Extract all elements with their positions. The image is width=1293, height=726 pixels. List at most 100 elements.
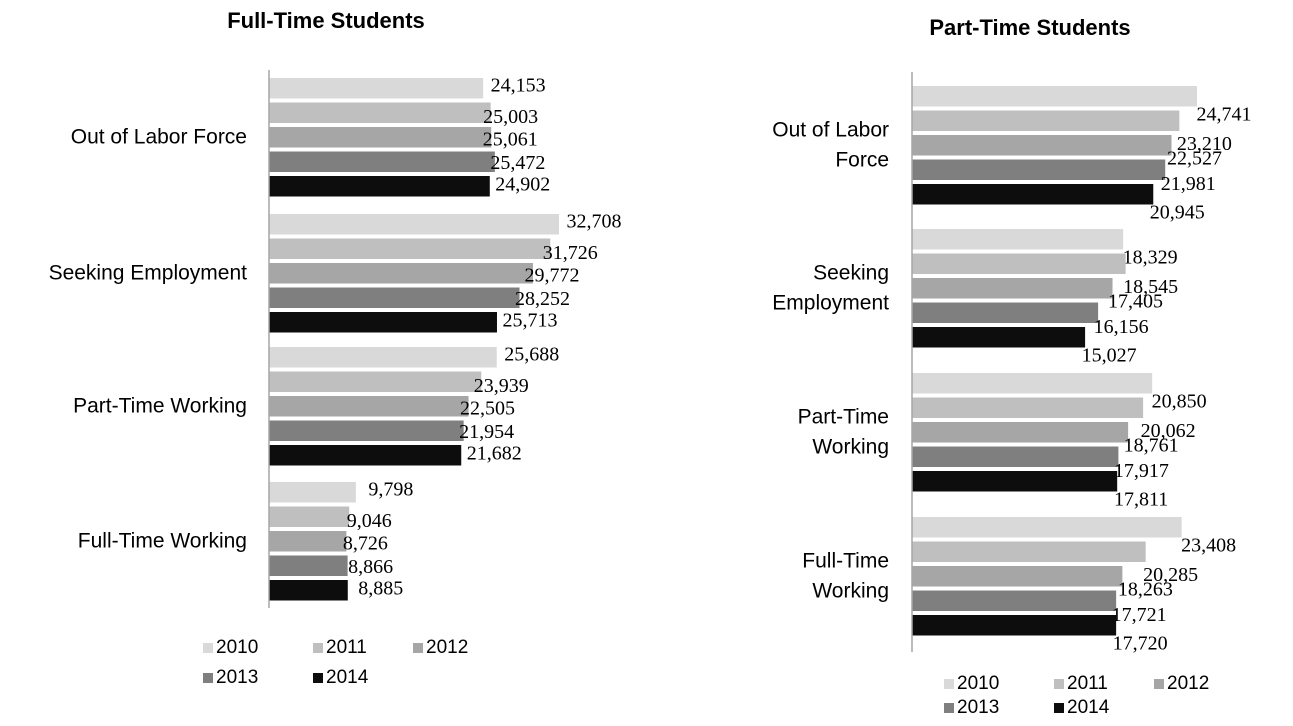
legend-swatch [413, 643, 423, 653]
data-label: 24,902 [495, 174, 550, 196]
bar [269, 127, 491, 148]
legend-entry: 2014 [1067, 697, 1110, 718]
legend-swatch [313, 643, 323, 653]
category-label: Full-Time Working [802, 549, 889, 602]
legend-entry: 2010 [957, 673, 999, 694]
data-label: 8,726 [343, 533, 388, 555]
legend-swatch [1054, 703, 1064, 713]
data-label: 17,917 [1114, 460, 1169, 482]
bar [912, 86, 1197, 107]
bar [269, 507, 349, 528]
bar [269, 396, 469, 417]
bar [912, 591, 1116, 612]
category-label-line: Full-Time Working [78, 529, 247, 552]
category-label: Seeking Employment [49, 261, 248, 284]
data-label: 24,153 [491, 75, 546, 97]
chart-title: Full-Time Students [227, 8, 425, 33]
data-label: 18,263 [1118, 579, 1173, 601]
data-label: 25,688 [504, 344, 559, 366]
category-label-line: Seeking [813, 261, 889, 284]
bar [912, 327, 1085, 348]
legend-entry: 2011 [1067, 673, 1108, 694]
data-label: 25,713 [502, 310, 557, 332]
data-label: 22,527 [1167, 148, 1222, 170]
legend-swatch [944, 703, 954, 713]
legend-entry: 2012 [1167, 673, 1209, 694]
data-label: 21,981 [1161, 173, 1216, 195]
chart-panel-2: Part-Time Students 24,741 18,329 20,850 23,4… [772, 15, 1251, 718]
data-label: 25,061 [483, 129, 538, 151]
bar [912, 471, 1117, 492]
data-label: 22,505 [460, 398, 515, 420]
legend-swatch [203, 643, 213, 653]
bar [912, 615, 1116, 636]
legend-entry: 2010 [216, 637, 258, 658]
bar [269, 312, 497, 333]
chart-title: Part-Time Students [929, 15, 1130, 40]
data-label: 18,761 [1124, 435, 1179, 457]
bar [269, 372, 481, 393]
legend-entry: 2014 [326, 667, 369, 688]
bar [269, 78, 483, 99]
bar [269, 421, 464, 442]
data-label: 9,798 [368, 479, 413, 501]
bar [269, 288, 519, 309]
bar [912, 447, 1118, 468]
data-label: 20,945 [1150, 202, 1205, 224]
category-label-line: Out of Labor [772, 118, 889, 141]
data-label: 31,726 [543, 242, 598, 264]
category-label-line: Part-Time Working [73, 394, 247, 417]
legend-swatch [1054, 679, 1064, 689]
category-label-line: Working [812, 435, 889, 458]
data-label: 18,329 [1123, 247, 1178, 269]
data-label: 9,046 [347, 510, 392, 532]
category-label-line: Out of Labor Force [71, 125, 247, 148]
data-label: 20,850 [1152, 391, 1207, 413]
legend-entry: 2011 [326, 637, 367, 658]
category-label: Out of Labor Force [71, 125, 247, 148]
bar [912, 184, 1153, 205]
bar [269, 103, 491, 124]
category-label-line: Employment [772, 291, 889, 314]
data-label: 16,156 [1094, 316, 1149, 338]
data-label: 17,720 [1113, 633, 1168, 655]
bar [269, 445, 461, 466]
data-label: 28,252 [515, 288, 570, 310]
legend-swatch [313, 673, 323, 683]
bar [912, 254, 1126, 275]
data-label: 32,708 [567, 211, 622, 233]
legend-swatch [203, 673, 213, 683]
data-label: 21,682 [467, 443, 522, 465]
data-label: 17,405 [1108, 291, 1163, 313]
bar [912, 303, 1098, 324]
data-label: 8,885 [358, 578, 403, 600]
bar [269, 347, 497, 368]
legend-swatch [1154, 679, 1164, 689]
legend-entry: 2013 [216, 667, 258, 688]
category-label-line: Force [835, 148, 889, 171]
data-label: 17,811 [1114, 489, 1168, 511]
data-label: 25,472 [490, 152, 545, 174]
bar [912, 542, 1146, 563]
data-label: 23,408 [1181, 535, 1236, 557]
data-label: 25,003 [483, 106, 538, 128]
category-label: Part-Time Working [73, 394, 247, 417]
category-label: Full-Time Working [78, 529, 247, 552]
bar [912, 135, 1171, 156]
bar [269, 531, 346, 552]
bar [912, 517, 1182, 538]
bar [269, 263, 533, 284]
bar [269, 239, 550, 260]
bar [912, 373, 1152, 394]
category-label: Part-Time Working [798, 405, 889, 458]
bar [912, 398, 1143, 419]
data-label: 21,954 [459, 421, 514, 443]
bar [269, 556, 348, 577]
bar [269, 176, 490, 197]
chart-panel-1: Full-Time Students 24,153 32,708 25,688 9,79… [49, 8, 622, 688]
bar [912, 229, 1123, 250]
category-label-line: Full-Time [802, 549, 889, 572]
bar [269, 214, 559, 235]
